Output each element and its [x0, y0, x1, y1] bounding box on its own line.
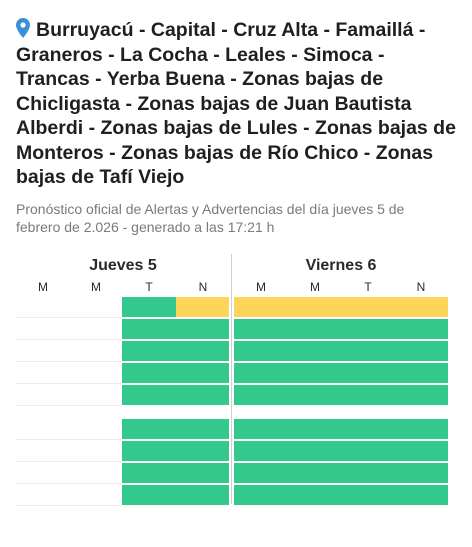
forecast-cell-green — [122, 363, 176, 383]
forecast-cell-green — [122, 485, 176, 505]
forecast-cell-green — [176, 385, 229, 405]
forecast-cell-green — [234, 463, 288, 483]
forecast-cell-green — [122, 341, 176, 361]
forecast-cell-green — [234, 385, 288, 405]
forecast-cell-green — [394, 419, 448, 439]
forecast-cell-green — [176, 441, 229, 461]
forecast-cell-green — [394, 385, 448, 405]
day-label: Viernes 6 — [305, 257, 377, 274]
row-separator — [16, 483, 122, 484]
forecast-cell-green — [176, 419, 229, 439]
forecast-cell-green — [288, 319, 342, 339]
map-pin-icon — [16, 18, 30, 38]
forecast-cell-green — [176, 485, 229, 505]
forecast-cell-green — [176, 319, 229, 339]
row-separator — [16, 439, 122, 440]
time-slot-label: N — [416, 280, 426, 294]
forecast-cell-green — [234, 485, 288, 505]
forecast-cell-green — [341, 341, 395, 361]
forecast-cell-green — [234, 363, 288, 383]
forecast-cell-green — [341, 463, 395, 483]
row-separator — [16, 317, 122, 318]
forecast-header: Burruyacú - Capital - Cruz Alta - Famail… — [16, 18, 456, 236]
forecast-cell-yellow — [176, 297, 229, 317]
forecast-cell-green — [341, 485, 395, 505]
time-slot-label: N — [198, 280, 208, 294]
time-slot-label: T — [364, 280, 372, 294]
forecast-cell-green — [234, 441, 288, 461]
time-slot-label: M — [310, 280, 320, 294]
forecast-subtitle: Pronóstico oficial de Alertas y Adverten… — [16, 200, 405, 235]
day-label: Jueves 5 — [89, 257, 157, 274]
forecast-cell-green — [341, 363, 395, 383]
forecast-cell-green — [288, 463, 342, 483]
time-slot-label: M — [256, 280, 266, 294]
forecast-cell-yellow — [234, 297, 288, 317]
forecast-cell-green — [394, 319, 448, 339]
row-separator — [16, 383, 122, 384]
forecast-cell-green — [122, 385, 176, 405]
forecast-cell-green — [394, 363, 448, 383]
time-slot-label: M — [38, 280, 48, 294]
zones-title-text: Burruyacú - Capital - Cruz Alta - Famail… — [16, 19, 456, 188]
forecast-cell-green — [288, 419, 342, 439]
forecast-cell-green — [176, 363, 229, 383]
forecast-cell-green — [234, 319, 288, 339]
forecast-cell-green — [341, 319, 395, 339]
time-slot-label: M — [91, 280, 101, 294]
row-separator — [16, 361, 122, 362]
forecast-cell-green — [176, 463, 229, 483]
forecast-cell-yellow — [394, 297, 448, 317]
row-separator — [16, 405, 122, 406]
row-separator — [16, 505, 122, 506]
row-separator — [16, 461, 122, 462]
forecast-cell-green — [394, 341, 448, 361]
forecast-cell-green — [394, 485, 448, 505]
forecast-grid: Jueves 5 M M T N Viernes 6 M M T N — [16, 254, 456, 514]
forecast-cell-green — [394, 463, 448, 483]
row-separator — [16, 339, 122, 340]
forecast-cell-green — [122, 319, 176, 339]
forecast-cell-green — [341, 419, 395, 439]
forecast-cell-green — [341, 385, 395, 405]
forecast-cell-green — [234, 341, 288, 361]
time-slot-label: T — [145, 280, 153, 294]
forecast-cell-green — [122, 463, 176, 483]
forecast-cell-green — [122, 419, 176, 439]
forecast-cell-green — [122, 441, 176, 461]
forecast-cell-green — [176, 341, 229, 361]
forecast-cell-green — [234, 419, 288, 439]
forecast-cell-green — [122, 297, 176, 317]
forecast-cell-yellow — [341, 297, 395, 317]
forecast-cell-green — [288, 441, 342, 461]
forecast-cell-green — [394, 441, 448, 461]
page-title: Burruyacú - Capital - Cruz Alta - Famail… — [16, 18, 456, 190]
day-divider — [231, 254, 232, 504]
forecast-cell-green — [288, 363, 342, 383]
forecast-cell-green — [341, 441, 395, 461]
forecast-cell-yellow — [288, 297, 342, 317]
forecast-cell-green — [288, 485, 342, 505]
forecast-cell-green — [288, 341, 342, 361]
forecast-cell-green — [288, 385, 342, 405]
